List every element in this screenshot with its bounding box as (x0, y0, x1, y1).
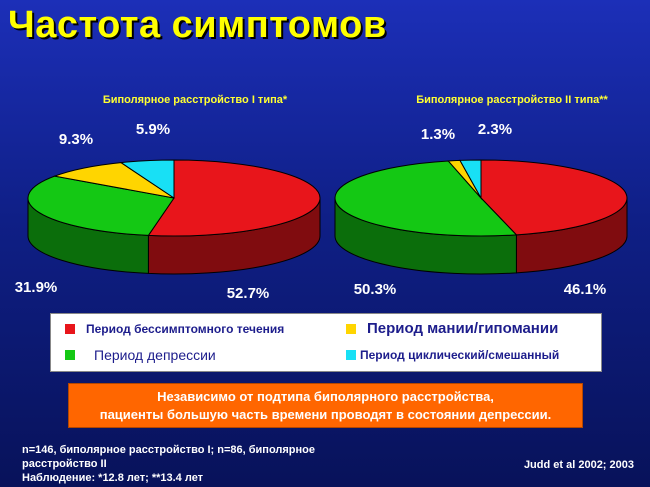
chart-title: Биполярное расстройство II типа** (416, 94, 608, 106)
legend-swatch-red (65, 324, 75, 334)
legend-label: Период мании/гипомании (367, 320, 559, 337)
footnote-line: Наблюдение: *12.8 лет; **13.4 лет (22, 472, 204, 484)
chart-title: Биполярное расстройство I типа* (103, 94, 288, 106)
legend-item-depression: Период депрессии (65, 347, 216, 363)
data-label: 31.9% (15, 279, 58, 296)
pie-slice (459, 159, 482, 200)
legend-label: Период бессимптомного течения (86, 322, 285, 336)
legend-item-mania: Период мании/гипомании (346, 320, 558, 337)
pie-chart: Биполярное расстройство II типа** 46.1% 50… (334, 94, 628, 298)
data-label: 9.3% (59, 131, 93, 148)
legend-swatch-yellow (346, 323, 356, 334)
footnote-line: расстройство II (22, 458, 107, 470)
pie-slice (52, 162, 175, 199)
pie-slice (480, 159, 628, 236)
data-label: 2.3% (478, 121, 512, 138)
legend-item-remission: Период бессимптомного течения (65, 322, 284, 336)
data-label: 46.1% (564, 281, 607, 298)
legend-swatch-cyan (346, 350, 356, 360)
legend: Период бессимптомного течения Период ман… (50, 313, 602, 372)
data-label: 5.9% (136, 121, 170, 138)
footnote: n=146, биполярное расстройство I; n=86, … (22, 443, 442, 485)
data-label: 50.3% (354, 281, 397, 298)
footnote-line: n=146, биполярное расстройство I; n=86, … (22, 444, 315, 456)
pie-chart: Биполярное расстройство I типа* 52.7% 31.9… (15, 94, 321, 302)
banner-line: пациенты большую часть времени проводят … (99, 406, 552, 422)
legend-label: Период циклический/смешанный (360, 348, 560, 362)
banner-line: Независимо от подтипа биполярного расстр… (157, 388, 494, 404)
legend-swatch-green (65, 350, 75, 360)
data-label: 1.3% (421, 126, 455, 143)
pie-slice (147, 159, 321, 237)
conclusion-banner: Независимо от подтипа биполярного расстр… (68, 383, 583, 428)
pie-slice (119, 159, 175, 199)
citation: Judd et al 2002; 2003 (523, 459, 634, 471)
pie-slice (27, 175, 175, 236)
pie-slice (334, 160, 518, 237)
slide-title: Частота симптомов (8, 4, 387, 46)
data-label: 52.7% (227, 285, 270, 302)
legend-item-mixed: Период циклический/смешанный (346, 348, 559, 362)
legend-label: Период депрессии (94, 347, 216, 363)
